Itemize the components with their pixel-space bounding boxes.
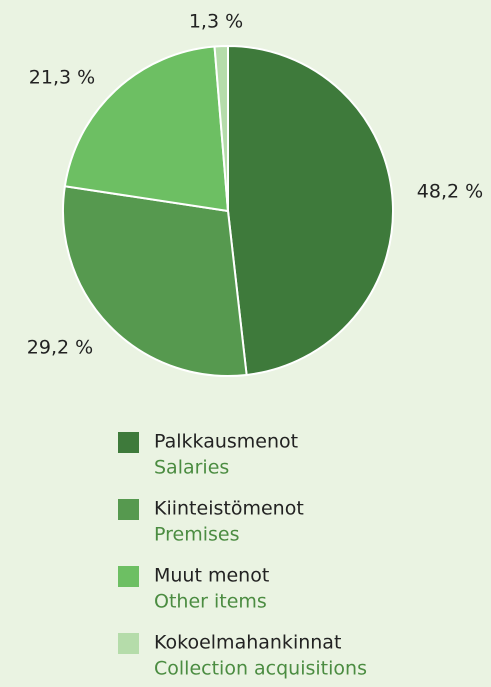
legend-swatch (118, 432, 139, 453)
pie-slice (63, 45, 230, 213)
legend-swatch (118, 633, 139, 654)
pie-slice (213, 44, 229, 212)
pie-slice (227, 44, 394, 377)
slice-label: 48,2 % (417, 181, 483, 203)
legend-swatch (118, 566, 139, 587)
legend-label: Muut menot (154, 565, 269, 587)
slice-label: 29,2 % (27, 337, 93, 359)
legend-label: Kokoelmahankinnat (154, 632, 341, 654)
slice-label: 21,3 % (29, 67, 95, 89)
legend-label: Kiinteistömenot (154, 498, 304, 520)
slice-label: 1,3 % (189, 11, 243, 33)
legend-swatch (118, 499, 139, 520)
legend-label-en: Salaries (154, 457, 229, 479)
pie-slice (62, 185, 248, 377)
legend-label-en: Other items (154, 591, 267, 613)
legend-label-en: Premises (154, 524, 239, 546)
legend-label-en: Collection acquisitions (154, 658, 367, 680)
legend-label: Palkkausmenot (154, 431, 298, 453)
